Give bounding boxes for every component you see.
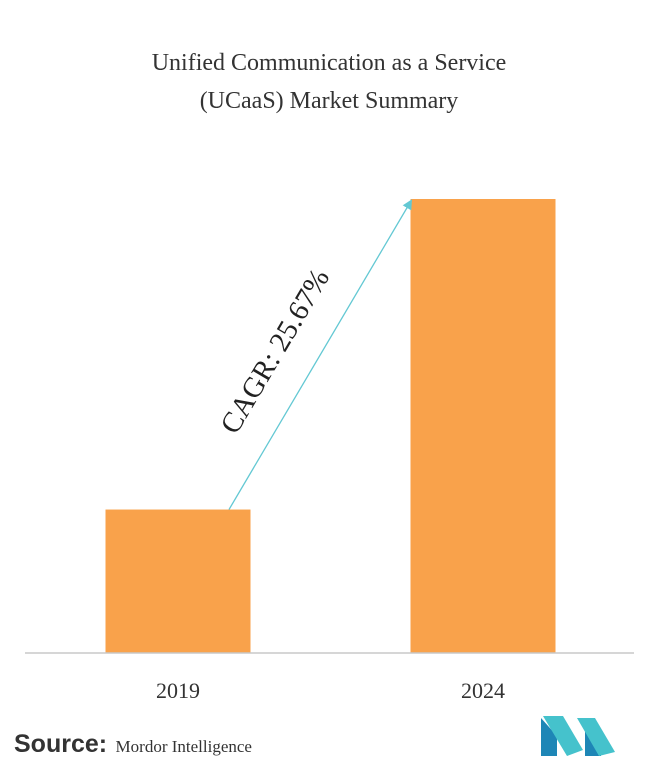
chart-title-line-1: Unified Communication as a Service — [151, 50, 507, 76]
source-label: Source: — [14, 730, 108, 758]
x-tick-labels: 2019 2024 — [156, 678, 505, 703]
chart-subtitle: (UCaaS) Market Summary — [199, 88, 459, 114]
cagr-label: CAGR: 25.67% — [214, 264, 336, 440]
source-value: Mordor Intelligence — [115, 737, 252, 756]
cagr-arrow — [228, 199, 413, 510]
source-line: Source: Mordor Intelligence — [14, 730, 252, 759]
bars-group — [105, 199, 556, 653]
x-tick-label-2019: 2019 — [156, 678, 200, 703]
bar-2024 — [410, 199, 556, 653]
chart-title: Unified Communication as a Service (UCaa… — [0, 44, 658, 120]
mordor-intelligence-logo-icon — [541, 716, 615, 756]
bar-2019 — [105, 509, 251, 653]
x-tick-label-2024: 2024 — [461, 678, 505, 703]
